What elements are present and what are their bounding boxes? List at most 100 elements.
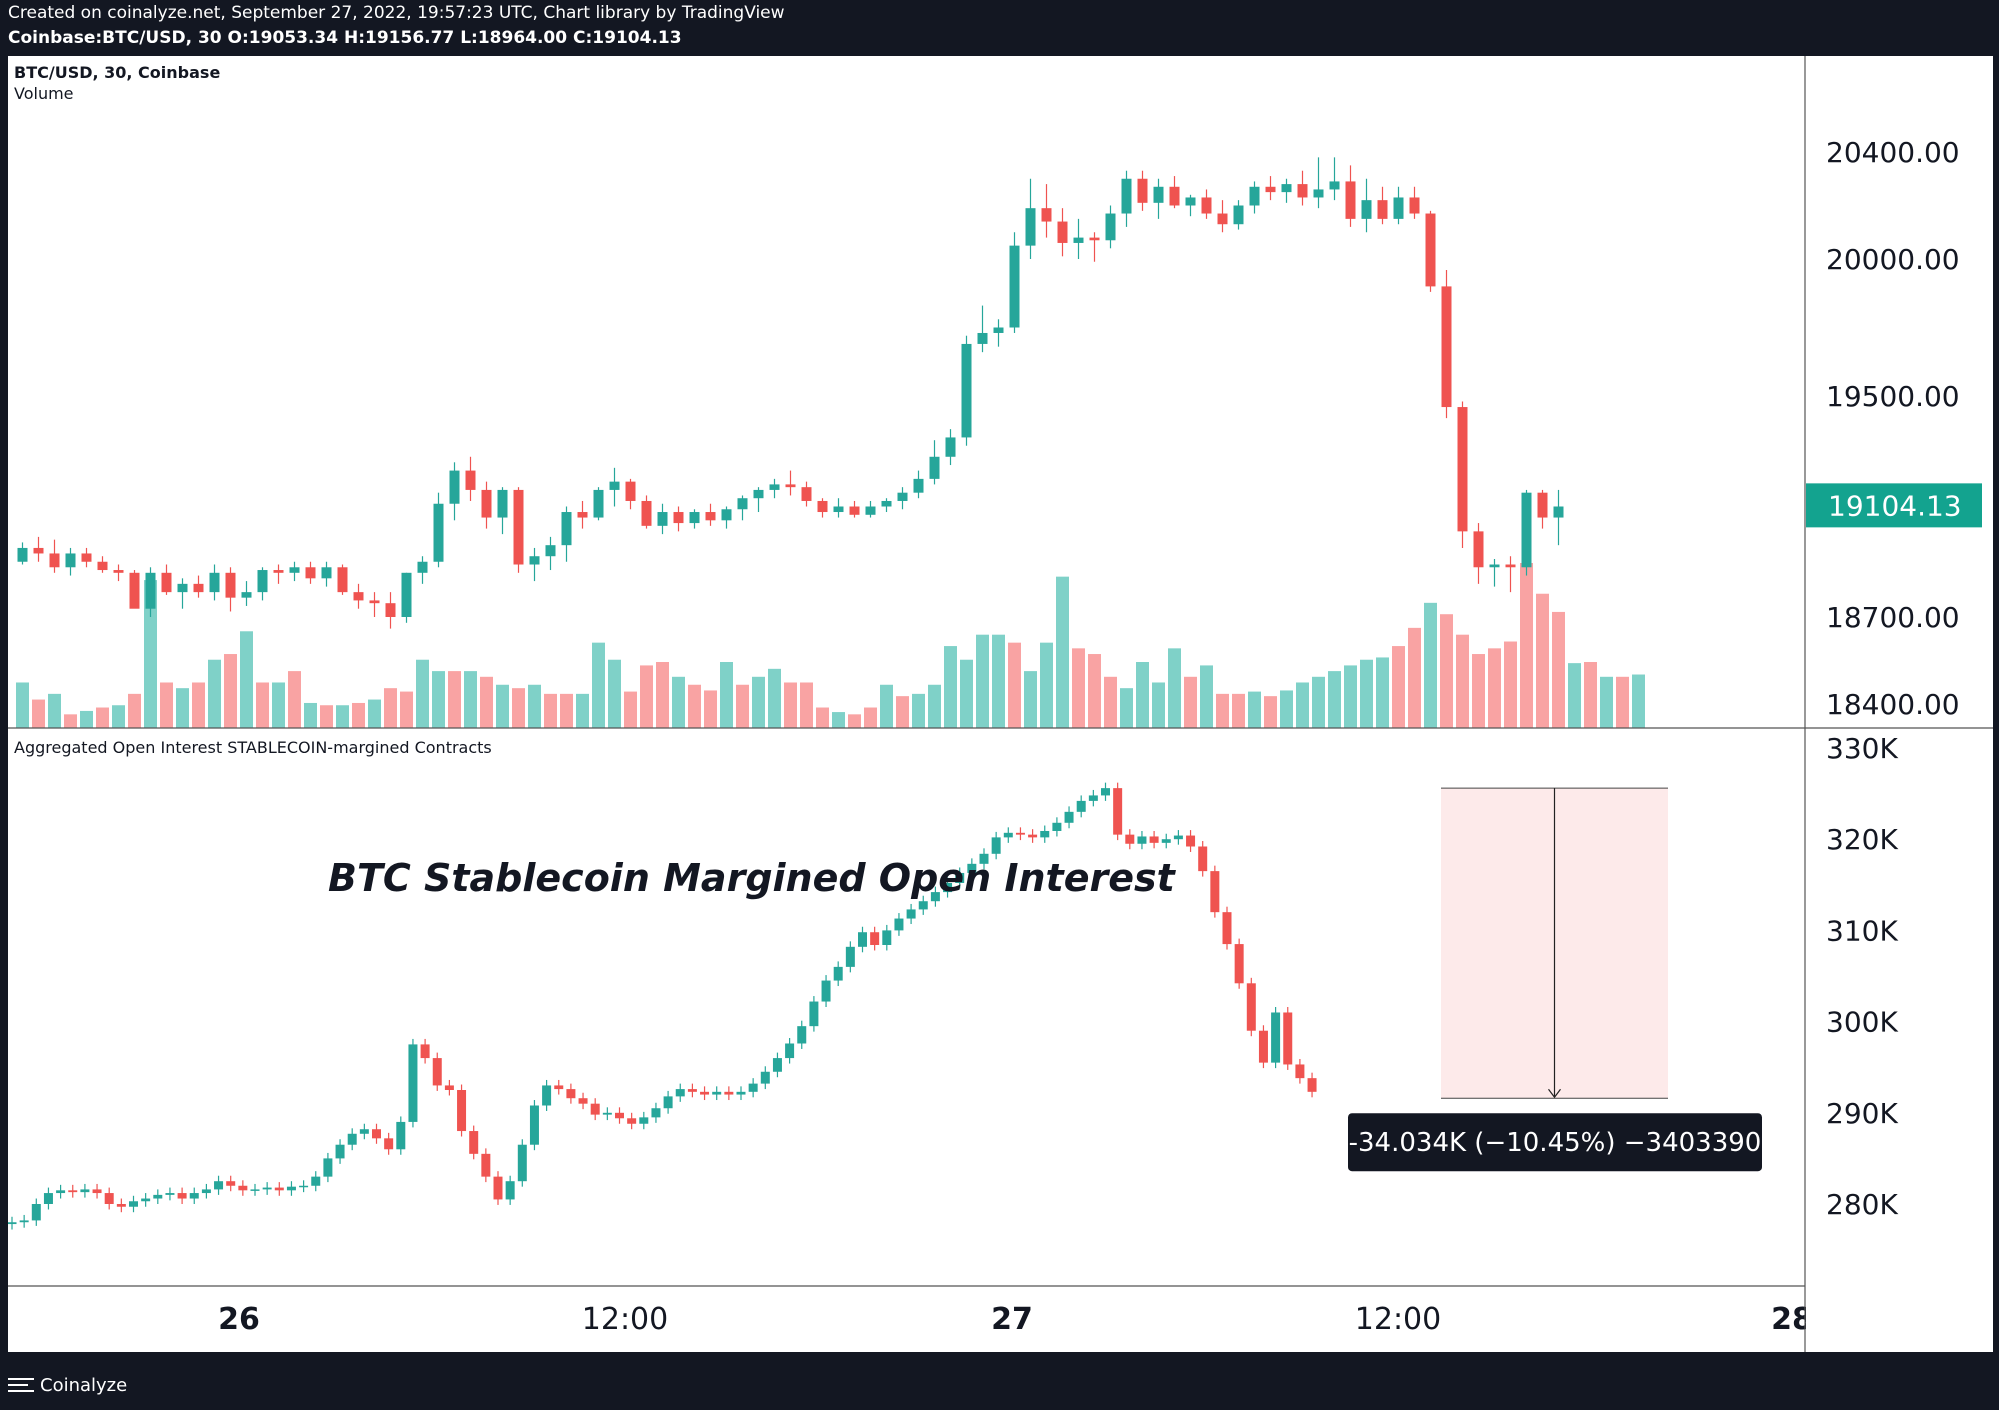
price-candle bbox=[257, 570, 268, 593]
oi-candle bbox=[700, 1091, 710, 1095]
price-candle bbox=[481, 489, 492, 518]
menu-icon[interactable] bbox=[8, 1376, 34, 1394]
volume-legend: Volume bbox=[14, 84, 74, 103]
oi-candle bbox=[785, 1043, 795, 1059]
price-candle bbox=[1057, 221, 1068, 243]
volume-bar bbox=[720, 662, 733, 728]
oi-candle bbox=[870, 932, 880, 945]
price-candle bbox=[113, 570, 124, 573]
oi-candle bbox=[1295, 1064, 1305, 1079]
x-tick-label: 27 bbox=[991, 1302, 1033, 1337]
volume-bar bbox=[112, 705, 125, 728]
brand-label: Coinalyze bbox=[40, 1374, 128, 1396]
price-candle bbox=[97, 561, 108, 571]
volume-bar bbox=[704, 690, 717, 728]
price-candle bbox=[769, 484, 780, 490]
price-candle bbox=[1505, 564, 1516, 568]
price-candle bbox=[993, 327, 1004, 333]
oi-candle bbox=[906, 909, 916, 919]
price-candle bbox=[289, 567, 300, 573]
oi-candle bbox=[56, 1190, 66, 1194]
volume-bar bbox=[64, 714, 77, 728]
volume-bar bbox=[480, 676, 493, 728]
oi-candle bbox=[286, 1186, 296, 1191]
volume-bar bbox=[496, 684, 509, 728]
oi-candle bbox=[177, 1193, 187, 1199]
volume-bar bbox=[1280, 690, 1293, 728]
price-candle bbox=[1009, 245, 1020, 328]
price-candle bbox=[401, 572, 412, 617]
volume-bar bbox=[80, 710, 93, 728]
volume-bar bbox=[1104, 676, 1117, 728]
volume-bar bbox=[176, 688, 189, 728]
oi-candle bbox=[189, 1193, 199, 1199]
volume-bar bbox=[48, 693, 61, 728]
volume-bar bbox=[448, 671, 461, 728]
oi-tick-label: 330K bbox=[1826, 732, 1898, 765]
price-candle bbox=[81, 553, 92, 562]
chart-svg[interactable]: BTC/USD, 30, Coinbase Volume Aggregated O… bbox=[7, 56, 1994, 1352]
volume-bar bbox=[1328, 671, 1341, 728]
oi-candle bbox=[1003, 832, 1013, 838]
volume-bar bbox=[128, 693, 141, 728]
oi-candle bbox=[1234, 944, 1244, 984]
oi-candle bbox=[1052, 822, 1062, 831]
price-candle bbox=[209, 572, 220, 593]
price-pane[interactable]: BTC/USD, 30, Coinbase Volume bbox=[14, 63, 1645, 728]
price-candle bbox=[881, 500, 892, 507]
price-tick-label: 19500.00 bbox=[1826, 380, 1960, 413]
open-label: O:19053.34 bbox=[227, 28, 339, 48]
volume-bar bbox=[1392, 646, 1405, 728]
oi-candle bbox=[104, 1193, 114, 1204]
oi-candle bbox=[384, 1138, 394, 1150]
chart-area[interactable]: BTC/USD, 30, Coinbase Volume Aggregated O… bbox=[7, 56, 1994, 1352]
volume-bar bbox=[928, 684, 941, 728]
oi-candle bbox=[408, 1044, 418, 1122]
volume-bar bbox=[1200, 665, 1213, 728]
oi-candle bbox=[432, 1058, 442, 1086]
price-candle bbox=[225, 572, 236, 598]
oi-candle bbox=[1258, 1030, 1268, 1063]
price-candle bbox=[161, 572, 172, 593]
price-candle bbox=[529, 556, 540, 565]
oi-candle bbox=[590, 1103, 600, 1115]
chart-credit-line: Created on coinalyze.net, September 27, … bbox=[8, 3, 785, 23]
price-candle bbox=[1553, 506, 1564, 518]
oi-candle bbox=[639, 1117, 649, 1124]
volume-bar bbox=[1536, 593, 1549, 728]
oi-candle bbox=[943, 882, 953, 893]
oi-candle bbox=[1101, 788, 1110, 796]
price-candle bbox=[705, 512, 716, 521]
price-candle bbox=[273, 570, 284, 573]
oi-candle bbox=[335, 1144, 345, 1159]
volume-bar bbox=[1584, 662, 1597, 728]
price-candle bbox=[961, 343, 972, 438]
volume-bar bbox=[512, 688, 525, 728]
volume-bar bbox=[1456, 634, 1469, 728]
price-candle bbox=[545, 545, 556, 557]
volume-bar bbox=[416, 659, 429, 728]
volume-bar bbox=[1488, 648, 1501, 728]
oi-legend: Aggregated Open Interest STABLECOIN-marg… bbox=[14, 738, 492, 757]
oi-candle bbox=[1137, 836, 1147, 844]
oi-pane[interactable]: Aggregated Open Interest STABLECOIN-marg… bbox=[7, 738, 1762, 1230]
price-candle bbox=[1489, 564, 1500, 568]
price-candle bbox=[449, 470, 460, 504]
price-candle bbox=[785, 484, 796, 488]
oi-candle bbox=[955, 872, 965, 883]
volume-bar bbox=[1040, 642, 1053, 728]
oi-candle bbox=[627, 1118, 637, 1124]
price-candle bbox=[1089, 237, 1100, 241]
price-candle bbox=[833, 506, 844, 513]
oi-candle bbox=[262, 1187, 272, 1190]
oi-candle bbox=[1283, 1012, 1293, 1065]
price-candle bbox=[497, 489, 508, 518]
high-value: 19156.77 bbox=[365, 28, 455, 48]
volume-bar bbox=[960, 659, 973, 728]
volume-bar bbox=[992, 634, 1005, 728]
price-candle bbox=[849, 506, 860, 515]
oi-candle bbox=[1173, 835, 1183, 840]
price-candle bbox=[913, 478, 924, 493]
oi-candle bbox=[809, 1001, 819, 1027]
price-candle bbox=[1521, 492, 1532, 568]
